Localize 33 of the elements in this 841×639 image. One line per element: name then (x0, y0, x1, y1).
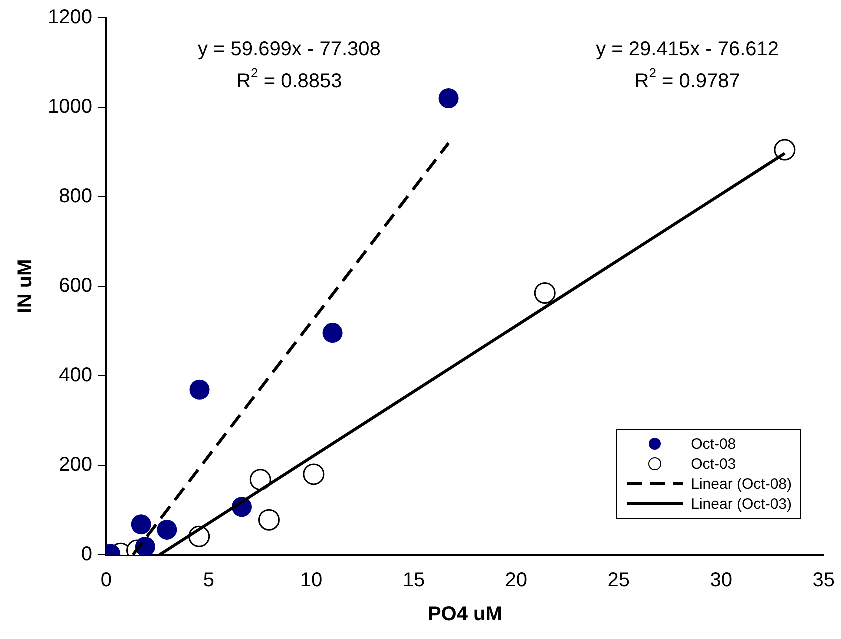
point (322, 323, 343, 344)
y-tick-label: 400 (59, 364, 92, 387)
point (190, 380, 210, 400)
point (250, 469, 272, 491)
point (303, 464, 325, 486)
x-axis-title: PO4 uM (428, 604, 502, 626)
y-axis-title: IN uM (14, 259, 37, 314)
y-tick-label: 1200 (48, 6, 92, 29)
x-tick-label: 30 (710, 570, 733, 592)
point (438, 88, 459, 109)
x-tick-label: 20 (505, 570, 528, 592)
y-tick-label: 1000 (48, 96, 92, 118)
legend-label: Oct-08 (691, 436, 736, 452)
point (534, 282, 556, 304)
annotation: y = 29.415x - 76.612 (596, 38, 780, 61)
x-tick-label: 5 (203, 570, 215, 592)
y-tick-label: 0 (81, 544, 92, 566)
point (157, 520, 178, 540)
legend-label: Linear (Oct-08) (691, 476, 792, 492)
y-tick-label: 800 (59, 186, 92, 208)
legend-label: Linear (Oct-03) (691, 496, 792, 512)
x-tick-label: 15 (402, 570, 426, 592)
x-tick-label: 10 (300, 570, 323, 592)
point (774, 139, 796, 161)
x-tick-label: 35 (812, 570, 835, 592)
x-tick-label: 25 (608, 570, 630, 592)
point (131, 514, 152, 535)
y-tick-label: 200 (59, 454, 92, 476)
point (258, 509, 280, 531)
y-tick-label: 600 (59, 275, 92, 298)
legend-label: Oct-03 (691, 456, 736, 472)
annotation: y = 59.699x - 77.308 (198, 38, 381, 61)
x-tick-label: 0 (100, 570, 112, 592)
